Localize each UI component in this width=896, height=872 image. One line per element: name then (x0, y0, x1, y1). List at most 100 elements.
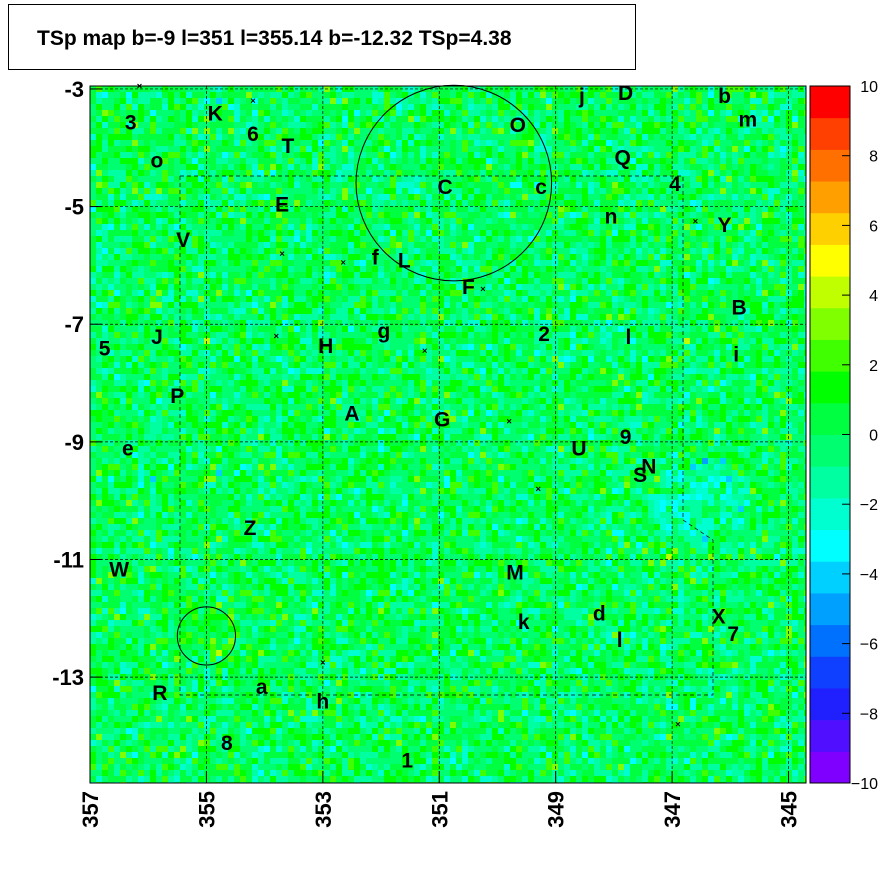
heatmap-cell (234, 200, 240, 206)
heatmap-cell (642, 104, 648, 110)
heatmap-cell (318, 290, 324, 296)
heatmap-cell (144, 152, 150, 158)
heatmap-cell (186, 140, 192, 146)
heatmap-cell (678, 128, 684, 134)
heatmap-cell (612, 164, 618, 170)
heatmap-cell (690, 158, 696, 164)
heatmap-cell (522, 272, 528, 278)
heatmap-cell (546, 302, 552, 308)
heatmap-cell (180, 158, 186, 164)
heatmap-cell (642, 152, 648, 158)
heatmap-cell (396, 272, 402, 278)
heatmap-cell (534, 266, 540, 272)
heatmap-cell (798, 146, 804, 152)
heatmap-cell (210, 122, 216, 128)
heatmap-cell (582, 212, 588, 218)
heatmap-cell (636, 236, 642, 242)
heatmap-cell (192, 212, 198, 218)
heatmap-cell (492, 206, 498, 212)
heatmap-cell (150, 110, 156, 116)
heatmap-cell (738, 284, 744, 290)
heatmap-cell (384, 128, 390, 134)
heatmap-cell (786, 176, 792, 182)
heatmap-cell (444, 320, 450, 326)
heatmap-cell (348, 116, 354, 122)
heatmap-cell (672, 212, 678, 218)
heatmap-cell (270, 134, 276, 140)
heatmap-cell (702, 104, 708, 110)
heatmap-cell (96, 224, 102, 230)
heatmap-cell (342, 308, 348, 314)
heatmap-cell (642, 272, 648, 278)
heatmap-cell (294, 92, 300, 98)
heatmap-cell (174, 326, 180, 332)
heatmap-cell (264, 332, 270, 338)
heatmap-cell (684, 164, 690, 170)
heatmap-cell (528, 128, 534, 134)
heatmap-cell (144, 188, 150, 194)
heatmap-cell (402, 272, 408, 278)
heatmap-cell (672, 230, 678, 236)
heatmap-cell (480, 164, 486, 170)
heatmap-cell (450, 302, 456, 308)
heatmap-cell (192, 182, 198, 188)
heatmap-cell (768, 146, 774, 152)
heatmap-cell (432, 152, 438, 158)
heatmap-cell (708, 320, 714, 326)
heatmap-cell (678, 92, 684, 98)
heatmap-cell (744, 266, 750, 272)
heatmap-cell (612, 188, 618, 194)
heatmap-cell (492, 266, 498, 272)
heatmap-cell (594, 146, 600, 152)
heatmap-cell (306, 170, 312, 176)
heatmap-cell (534, 194, 540, 200)
heatmap-cell (354, 188, 360, 194)
heatmap-cell (156, 272, 162, 278)
heatmap-cell (456, 86, 462, 92)
heatmap-cell (630, 314, 636, 320)
heatmap-cell (102, 218, 108, 224)
heatmap-cell (528, 200, 534, 206)
heatmap-cell (684, 248, 690, 254)
heatmap-cell (666, 140, 672, 146)
heatmap-cell (300, 302, 306, 308)
heatmap-cell (414, 314, 420, 320)
heatmap-cell (528, 110, 534, 116)
heatmap-cell (660, 230, 666, 236)
heatmap-cell (126, 110, 132, 116)
heatmap-cell (312, 170, 318, 176)
heatmap-cell (486, 278, 492, 284)
heatmap-cell (606, 170, 612, 176)
heatmap-cell (552, 248, 558, 254)
heatmap-cell (762, 146, 768, 152)
heatmap-cell (198, 272, 204, 278)
heatmap-cell (456, 260, 462, 266)
heatmap-cell (654, 164, 660, 170)
heatmap-cell (510, 194, 516, 200)
heatmap-cell (642, 206, 648, 212)
heatmap-cell (486, 140, 492, 146)
heatmap-cell (636, 272, 642, 278)
heatmap-cell (294, 152, 300, 158)
heatmap-cell (540, 98, 546, 104)
heatmap-cell (468, 104, 474, 110)
heatmap-cell (564, 326, 570, 332)
heatmap-cell (312, 152, 318, 158)
heatmap-cell (192, 290, 198, 296)
heatmap-cell (714, 182, 720, 188)
heatmap-cell (708, 254, 714, 260)
heatmap-cell (276, 188, 282, 194)
heatmap-cell (270, 224, 276, 230)
heatmap-cell (750, 92, 756, 98)
heatmap-cell (168, 212, 174, 218)
heatmap-cell (534, 152, 540, 158)
heatmap-cell (576, 314, 582, 320)
heatmap-cell (324, 182, 330, 188)
heatmap-cell (516, 176, 522, 182)
heatmap-cell (750, 104, 756, 110)
heatmap-cell (276, 182, 282, 188)
heatmap-cell (330, 290, 336, 296)
heatmap-cell (348, 308, 354, 314)
heatmap-cell (408, 110, 414, 116)
